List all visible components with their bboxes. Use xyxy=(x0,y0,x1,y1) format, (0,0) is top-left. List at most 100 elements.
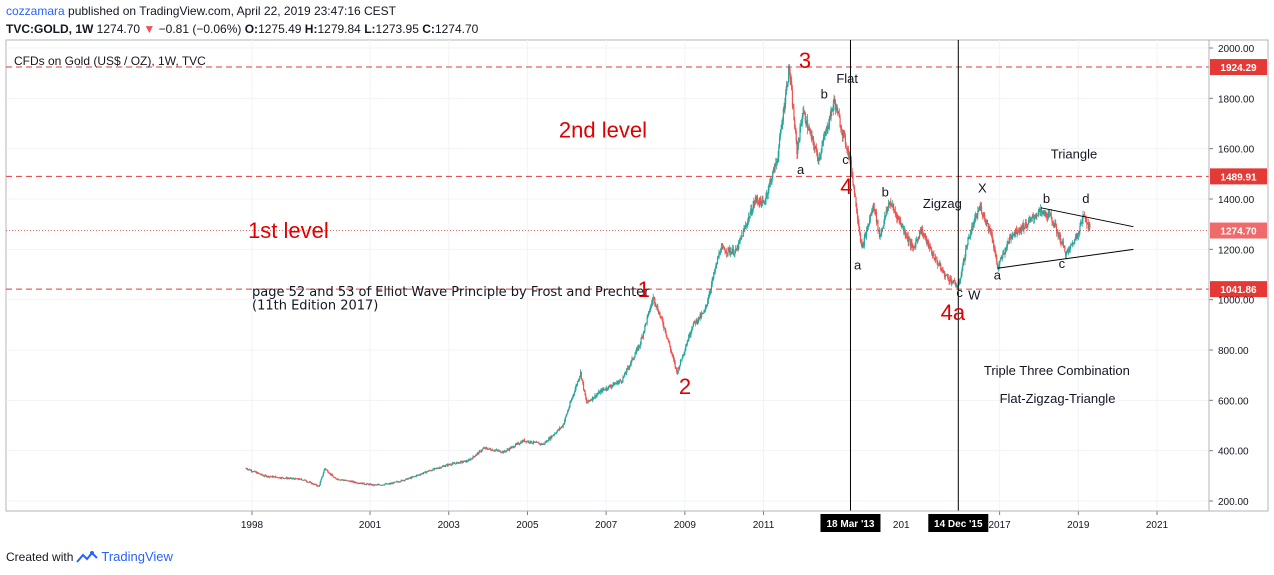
candle-body xyxy=(327,470,329,473)
candle-body xyxy=(423,472,425,474)
candle-body xyxy=(834,98,836,103)
candle-body xyxy=(388,483,390,485)
candle-body xyxy=(750,208,753,214)
date-marker-label: 18 Mar '13 xyxy=(826,519,874,530)
candle-body xyxy=(999,259,1002,261)
candle-body xyxy=(813,139,815,146)
candle-body xyxy=(1044,211,1046,215)
candle-body xyxy=(558,429,560,431)
candle-body xyxy=(497,450,499,452)
candle-body xyxy=(753,201,755,206)
candle-body xyxy=(931,250,933,254)
candle-body xyxy=(549,436,551,440)
candle-body xyxy=(303,479,305,481)
candle-body xyxy=(657,310,660,314)
candle-body xyxy=(786,85,788,87)
annotation-text: 3 xyxy=(799,48,811,73)
candle-body xyxy=(1077,233,1080,237)
candle-body xyxy=(621,381,623,383)
candle-body xyxy=(1005,247,1008,252)
annotation-text: X xyxy=(978,181,987,196)
candle-body xyxy=(798,139,800,142)
candle-body xyxy=(390,483,392,485)
candle-body xyxy=(544,442,546,444)
candle-body xyxy=(929,244,931,249)
candle-body xyxy=(769,182,771,185)
candle-body xyxy=(958,281,960,286)
candle-body xyxy=(458,462,461,463)
candle-body xyxy=(492,449,494,451)
candle-body xyxy=(574,388,576,393)
candle-body xyxy=(1072,242,1074,244)
candle-body xyxy=(253,471,255,473)
candle-body xyxy=(377,484,379,486)
candle-body xyxy=(598,391,601,394)
candle-body xyxy=(751,211,753,214)
candle-body xyxy=(884,215,886,221)
candle-body xyxy=(387,483,389,485)
candle-body xyxy=(338,479,340,481)
candle-body xyxy=(404,479,406,481)
candle-body xyxy=(1038,208,1040,212)
candle-body xyxy=(331,474,333,476)
candle-body xyxy=(782,108,784,122)
candle-body xyxy=(284,478,286,480)
candle-body xyxy=(485,447,487,449)
candle-body xyxy=(719,252,721,254)
candle-body xyxy=(567,410,569,414)
triangle-trendline xyxy=(997,248,1134,269)
candle-body xyxy=(939,263,941,266)
candle-body xyxy=(265,475,267,476)
candle-body xyxy=(329,473,331,475)
candle-body xyxy=(1012,234,1014,236)
candle-body xyxy=(550,436,552,439)
candle-body xyxy=(446,464,448,466)
candle-body xyxy=(437,468,439,470)
candle-body xyxy=(702,313,704,314)
x-tick-label: 2017 xyxy=(988,520,1011,531)
candle-body xyxy=(904,229,906,236)
candle-body xyxy=(653,297,655,298)
candle-body xyxy=(946,274,948,276)
tradingview-brand-link[interactable]: TradingView xyxy=(101,549,173,564)
candle-body xyxy=(374,484,376,486)
candle-body xyxy=(340,479,343,481)
candle-body xyxy=(908,239,910,242)
candle-body xyxy=(707,300,709,305)
candle-body xyxy=(602,388,604,390)
candle-body xyxy=(1085,218,1087,222)
candle-body xyxy=(592,396,594,401)
candle-body xyxy=(586,402,588,404)
candle-body xyxy=(487,448,489,450)
candle-body xyxy=(820,151,822,155)
candle-body xyxy=(502,451,504,453)
candle-body xyxy=(296,478,298,480)
candle-body xyxy=(253,470,256,472)
candle-body xyxy=(797,141,800,146)
candle-body xyxy=(923,234,925,236)
candle-body xyxy=(1015,228,1017,234)
candle-body xyxy=(327,472,330,474)
candle-body xyxy=(299,478,302,480)
author-link[interactable]: cozzamara xyxy=(6,4,65,18)
candle-body xyxy=(720,247,722,253)
candle-body xyxy=(909,239,912,247)
candle-body xyxy=(285,477,287,479)
candle-body xyxy=(559,427,561,429)
candle-body xyxy=(449,464,451,466)
candle-body xyxy=(547,440,549,442)
candle-body xyxy=(508,448,511,451)
symbol-name[interactable]: TVC:GOLD, 1W xyxy=(6,22,94,36)
candle-body xyxy=(1037,211,1039,216)
candle-body xyxy=(502,451,504,453)
candle-body xyxy=(688,334,691,337)
candle-body xyxy=(518,443,520,445)
candle-body xyxy=(506,449,508,451)
candle-body xyxy=(364,484,366,485)
candle-body xyxy=(694,321,697,324)
candle-body xyxy=(1058,236,1060,237)
candle-body xyxy=(413,476,415,478)
candle-body xyxy=(612,383,614,386)
